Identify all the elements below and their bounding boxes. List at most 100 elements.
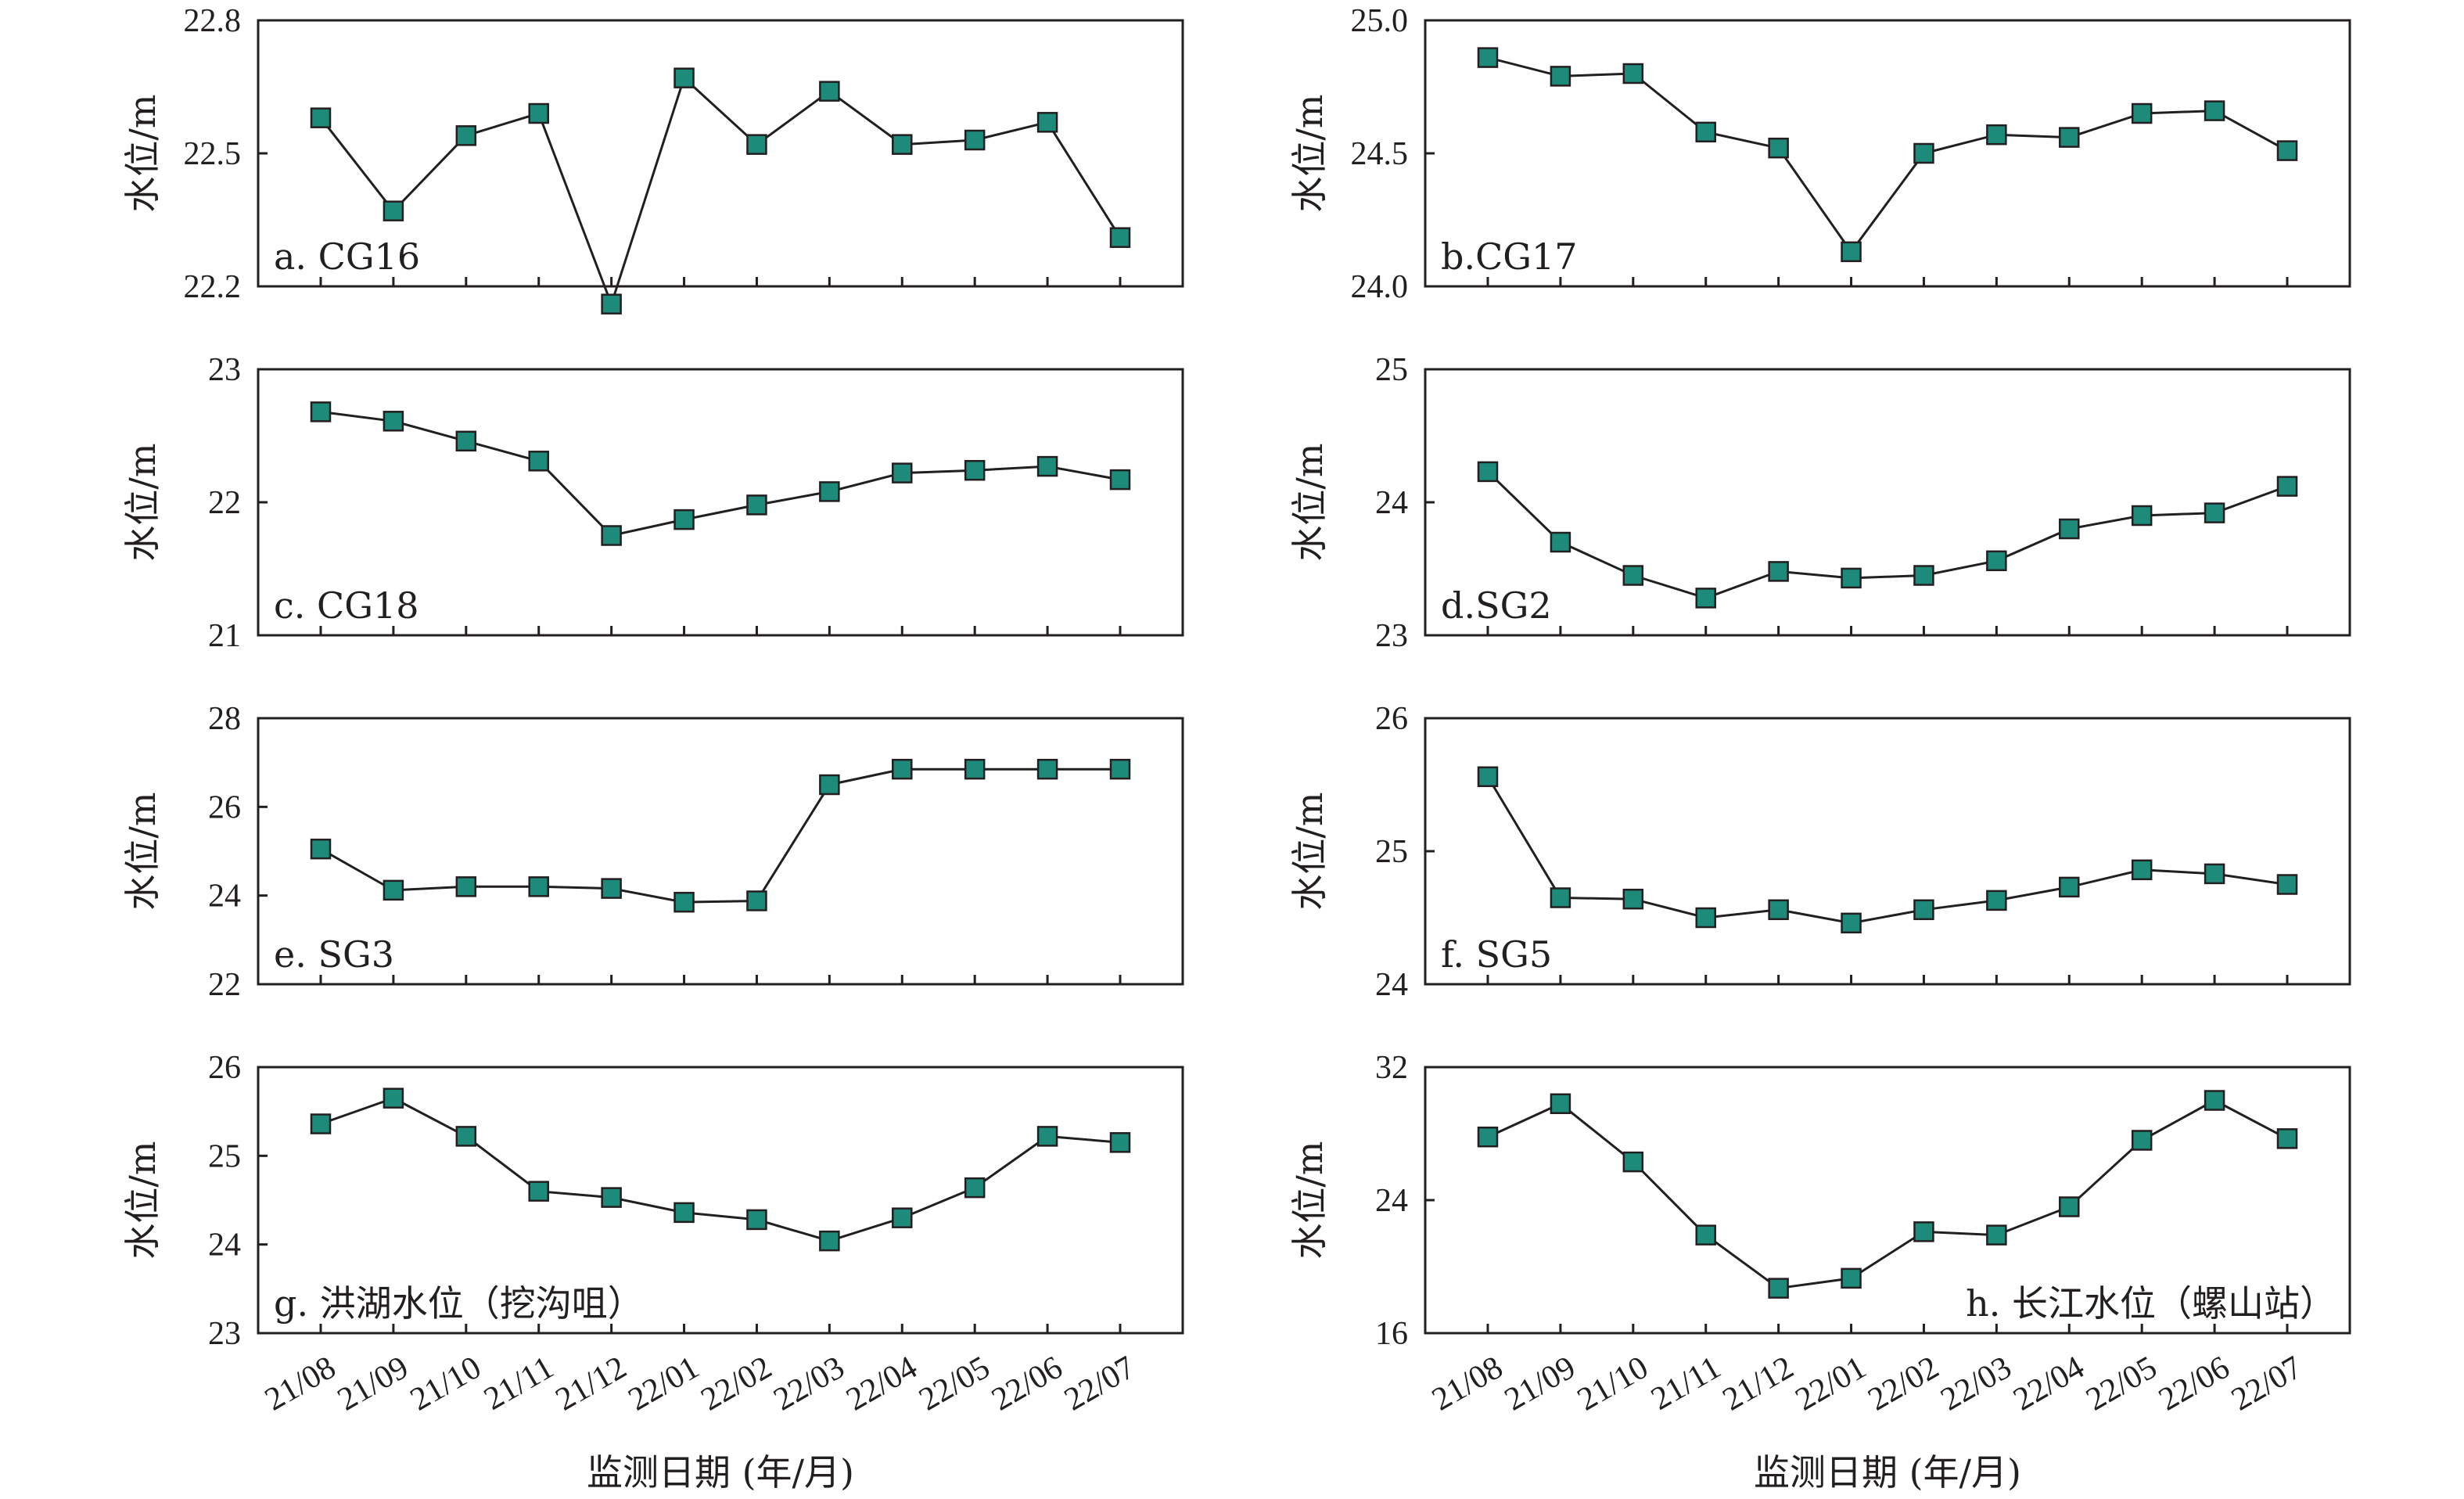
data-point — [1550, 1093, 1571, 1114]
data-point — [819, 1230, 840, 1252]
data-point — [2204, 863, 2225, 885]
x-axis-title: 监测日期 (年/月) — [1754, 1451, 2021, 1494]
data-point — [2276, 1128, 2298, 1149]
x-tick-label: 22/02 — [695, 1350, 778, 1418]
data-point — [1986, 1224, 2007, 1246]
data-point — [892, 1207, 913, 1228]
data-point — [2276, 874, 2298, 895]
data-point — [673, 1202, 695, 1224]
chart-panel-3: 23 24 25 水位/m d.SG2 — [1288, 352, 2351, 654]
panel-label: e. SG3 — [274, 933, 394, 976]
data-point — [310, 1113, 332, 1134]
x-tick-label: 22/07 — [2225, 1350, 2308, 1418]
x-tick-label: 21/12 — [550, 1350, 633, 1418]
series-line — [1486, 776, 2288, 925]
data-point — [528, 451, 549, 472]
data-point — [1477, 461, 1499, 483]
data-point — [2059, 1196, 2080, 1217]
data-point — [892, 758, 913, 780]
data-point — [601, 878, 622, 899]
data-point — [1695, 1224, 1716, 1246]
x-axis-title: 监测日期 (年/月) — [587, 1451, 854, 1494]
y-axis-title: 水位/m — [121, 94, 163, 212]
data-point — [2204, 502, 2225, 523]
x-tick-label: 22/05 — [913, 1350, 996, 1418]
data-point — [1768, 899, 1789, 921]
data-point — [1913, 142, 1934, 164]
data-point — [892, 134, 913, 155]
y-tick-label: 23 — [1375, 618, 1408, 654]
data-point — [1109, 1132, 1131, 1153]
data-point — [2131, 1130, 2153, 1151]
y-tick-label: 22.5 — [184, 136, 242, 172]
data-point — [746, 890, 767, 911]
data-point — [1768, 1278, 1789, 1299]
data-point — [1986, 124, 2007, 146]
data-point — [383, 200, 404, 221]
panel-label: g. 洪湖水位（挖沟咀） — [274, 1282, 644, 1325]
series-line — [1487, 1098, 2288, 1290]
data-point — [601, 1187, 622, 1208]
x-tick-label: 21/09 — [1499, 1350, 1582, 1418]
y-axis-title: 水位/m — [1288, 792, 1331, 910]
y-tick-label: 24.0 — [1351, 269, 1409, 305]
x-tick-label: 22/04 — [2007, 1350, 2090, 1418]
x-tick-label: 21/11 — [478, 1350, 560, 1418]
series-line — [319, 76, 1122, 308]
data-point — [1477, 1127, 1499, 1148]
data-point — [1841, 912, 1862, 934]
x-tick-label: 21/09 — [332, 1350, 415, 1418]
data-point — [1622, 63, 1644, 84]
y-tick-label: 24 — [1375, 485, 1408, 521]
data-point — [2276, 476, 2298, 497]
y-tick-label: 28 — [208, 701, 241, 737]
data-point — [673, 67, 695, 88]
y-axis-title: 水位/m — [121, 1141, 163, 1259]
y-tick-label: 24.5 — [1351, 136, 1409, 172]
data-point — [1477, 766, 1499, 788]
data-point — [528, 102, 549, 124]
data-point — [964, 1177, 986, 1199]
y-axis-title: 水位/m — [1288, 94, 1331, 212]
chart-panel-2: 21 22 23 水位/m c. CG18 — [121, 352, 1184, 654]
data-point — [1913, 1221, 1934, 1242]
data-point — [1036, 112, 1058, 133]
data-point — [310, 838, 332, 860]
data-point — [1036, 1126, 1058, 1147]
series-line — [320, 767, 1120, 904]
chart-panel-5: 24 25 26 水位/m f. SG5 — [1288, 701, 2351, 1003]
x-tick-label: 22/05 — [2080, 1350, 2163, 1418]
data-point — [1841, 241, 1862, 263]
y-axis-title: 水位/m — [121, 792, 163, 910]
x-tick-label: 22/01 — [1790, 1350, 1873, 1418]
data-point — [383, 1087, 404, 1109]
data-point — [746, 1209, 767, 1231]
data-point — [455, 430, 477, 452]
data-point — [383, 879, 404, 901]
y-tick-label: 25 — [1375, 352, 1408, 388]
y-axis-title: 水位/m — [121, 443, 163, 561]
data-point — [455, 125, 477, 146]
data-point — [528, 876, 549, 897]
x-tick-label: 22/07 — [1058, 1350, 1141, 1418]
x-tick-label: 22/04 — [840, 1350, 923, 1418]
x-tick-label: 21/11 — [1645, 1350, 1727, 1418]
chart-panel-4: 22 24 26 28 水位/m e. SG3 — [121, 701, 1184, 1003]
data-point — [1550, 66, 1571, 87]
x-tick-label: 21/10 — [1571, 1350, 1654, 1418]
y-tick-label: 21 — [208, 618, 241, 654]
data-point — [1622, 888, 1644, 910]
data-point — [383, 411, 404, 432]
data-point — [2131, 102, 2153, 124]
data-point — [1109, 227, 1131, 248]
data-point — [673, 891, 695, 913]
panel-label: c. CG18 — [274, 584, 418, 627]
chart-panel-0: 22.2 22.5 22.8 水位/m a. CG16 — [121, 3, 1184, 315]
data-point — [2059, 127, 2080, 148]
data-point — [528, 1181, 549, 1202]
y-tick-label: 25.0 — [1351, 3, 1409, 39]
plot-frame — [1424, 368, 2351, 637]
data-point — [1913, 899, 1934, 921]
data-point — [310, 401, 332, 422]
